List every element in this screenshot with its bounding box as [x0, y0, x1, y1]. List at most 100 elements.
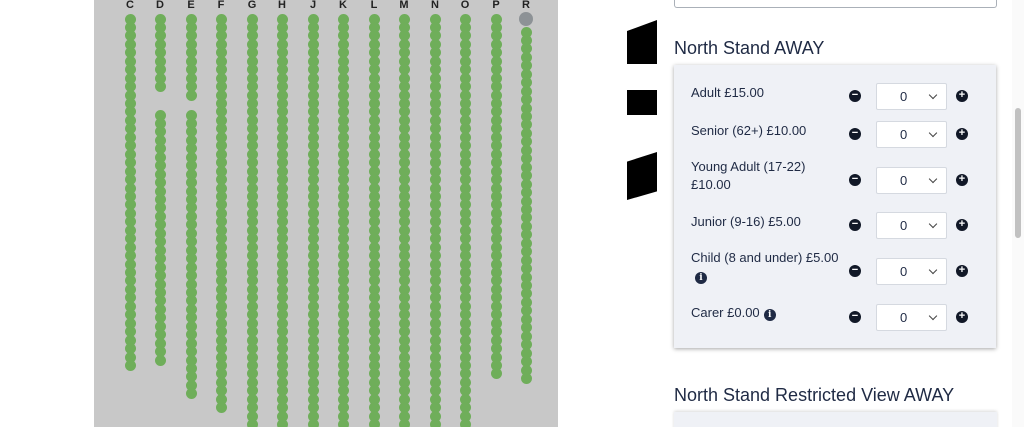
seat[interactable]: [154, 261, 166, 273]
seat[interactable]: [185, 55, 197, 67]
seat[interactable]: [124, 300, 136, 312]
seat[interactable]: [276, 123, 288, 135]
seat[interactable]: [520, 322, 532, 334]
seat[interactable]: [337, 81, 349, 93]
seat[interactable]: [154, 312, 166, 324]
seat[interactable]: [520, 288, 532, 300]
seat[interactable]: [246, 343, 258, 355]
seat[interactable]: [154, 81, 166, 93]
seat[interactable]: [398, 292, 410, 304]
seat[interactable]: [398, 13, 410, 25]
seat[interactable]: [246, 233, 258, 245]
seat[interactable]: [215, 199, 227, 211]
seat[interactable]: [215, 292, 227, 304]
seat[interactable]: [368, 114, 380, 126]
seat[interactable]: [307, 368, 319, 380]
seat[interactable]: [185, 320, 197, 332]
seat[interactable]: [368, 64, 380, 76]
seat[interactable]: [124, 182, 136, 194]
seat[interactable]: [459, 334, 471, 346]
seat[interactable]: [429, 309, 441, 321]
seat[interactable]: [337, 224, 349, 236]
seat[interactable]: [185, 143, 197, 155]
seat[interactable]: [337, 165, 349, 177]
seat[interactable]: [124, 165, 136, 177]
seat[interactable]: [337, 199, 349, 211]
seat[interactable]: [337, 47, 349, 59]
seat[interactable]: [124, 334, 136, 346]
seat[interactable]: [368, 165, 380, 177]
seat[interactable]: [337, 190, 349, 202]
seat[interactable]: [276, 81, 288, 93]
seat[interactable]: [246, 174, 258, 186]
seat[interactable]: [154, 337, 166, 349]
seat[interactable]: [276, 250, 288, 262]
seat[interactable]: [215, 182, 227, 194]
seat[interactable]: [154, 236, 166, 248]
seat[interactable]: [215, 72, 227, 84]
seat[interactable]: [490, 190, 502, 202]
increase-quantity-button[interactable]: +: [956, 90, 968, 102]
seat[interactable]: [246, 402, 258, 414]
seat[interactable]: [307, 258, 319, 270]
seat[interactable]: [368, 38, 380, 50]
seat[interactable]: [246, 224, 258, 236]
seat[interactable]: [398, 140, 410, 152]
seat[interactable]: [154, 210, 166, 222]
seat[interactable]: [124, 190, 136, 202]
seat[interactable]: [429, 359, 441, 371]
seat[interactable]: [490, 199, 502, 211]
seat[interactable]: [124, 47, 136, 59]
seat[interactable]: [185, 202, 197, 214]
seat[interactable]: [337, 402, 349, 414]
decrease-quantity-button[interactable]: −: [849, 311, 861, 323]
seat[interactable]: [124, 207, 136, 219]
seat[interactable]: [185, 270, 197, 282]
seat[interactable]: [276, 402, 288, 414]
seat[interactable]: [154, 72, 166, 84]
increase-quantity-button[interactable]: +: [956, 174, 968, 186]
seat[interactable]: [124, 250, 136, 262]
seat[interactable]: [154, 185, 166, 197]
seat[interactable]: [490, 351, 502, 363]
seat[interactable]: [337, 72, 349, 84]
seat[interactable]: [337, 317, 349, 329]
seat[interactable]: [429, 351, 441, 363]
seat[interactable]: [459, 326, 471, 338]
seat[interactable]: [368, 131, 380, 143]
seat[interactable]: [398, 174, 410, 186]
seat[interactable]: [307, 275, 319, 287]
seat[interactable]: [276, 317, 288, 329]
seat[interactable]: [520, 136, 532, 148]
seat[interactable]: [429, 368, 441, 380]
seat[interactable]: [368, 148, 380, 160]
seat[interactable]: [337, 114, 349, 126]
seat[interactable]: [459, 174, 471, 186]
seat[interactable]: [459, 309, 471, 321]
seat[interactable]: [307, 317, 319, 329]
seat[interactable]: [337, 241, 349, 253]
seat[interactable]: [398, 81, 410, 93]
seat[interactable]: [368, 89, 380, 101]
seat[interactable]: [337, 89, 349, 101]
seat[interactable]: [337, 283, 349, 295]
seat[interactable]: [429, 30, 441, 42]
seat[interactable]: [185, 126, 197, 138]
seat[interactable]: [246, 55, 258, 67]
seat[interactable]: [276, 224, 288, 236]
seat[interactable]: [398, 241, 410, 253]
seat[interactable]: [154, 47, 166, 59]
seat[interactable]: [246, 38, 258, 50]
seat[interactable]: [459, 199, 471, 211]
seat[interactable]: [398, 250, 410, 262]
seat[interactable]: [215, 368, 227, 380]
decrease-quantity-button[interactable]: −: [849, 90, 861, 102]
seat[interactable]: [154, 126, 166, 138]
seat[interactable]: [337, 148, 349, 160]
seat[interactable]: [337, 21, 349, 33]
seat[interactable]: [307, 13, 319, 25]
seat[interactable]: [337, 326, 349, 338]
seat[interactable]: [490, 131, 502, 143]
seat[interactable]: [185, 312, 197, 324]
seat[interactable]: [459, 402, 471, 414]
